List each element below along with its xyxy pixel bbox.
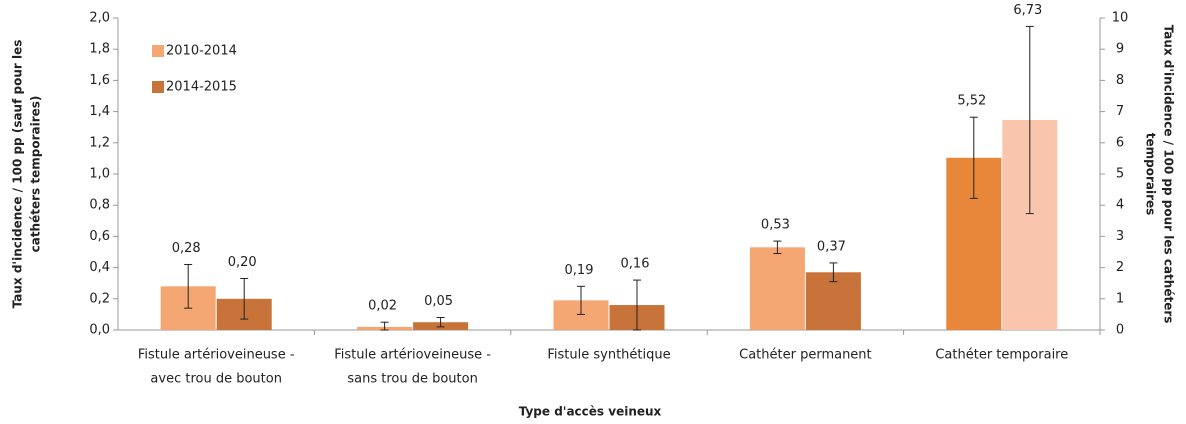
x-tick-label: avec trou de bouton [150,372,282,387]
x-tick-label: Cathéter temporaire [935,348,1068,363]
x-tick-label: Fistule artérioveineuse - [138,348,295,363]
y-tick-label: 0,6 [89,229,110,244]
data-label: 0,05 [424,294,453,309]
y-axis-title-line: cathéters temporaires) [29,96,43,253]
y-tick-label: 1,0 [89,167,110,182]
y2-tick-label: 6 [1116,135,1124,150]
data-label: 0,02 [368,299,397,314]
y2-tick-label: 1 [1116,291,1124,306]
data-label: 6,73 [1013,3,1042,18]
y-tick-label: 2,0 [89,11,110,26]
data-label: 0,53 [761,218,790,233]
y-tick-label: 0,8 [89,198,110,213]
y2-axis-title: Taux d'incidence / 100 pp pour les cathé… [1144,25,1176,324]
y-tick-label: 0,2 [89,291,110,306]
y2-tick-label: 3 [1116,229,1124,244]
y-axis-title: Taux d'incidence / 100 pp (sauf pour les… [11,40,43,309]
legend-swatch [152,81,164,93]
data-label: 5,52 [957,94,986,109]
y-tick-label: 0,4 [89,260,110,275]
y2-tick-label: 10 [1112,11,1129,26]
data-label: 0,37 [817,239,846,254]
data-label: 0,16 [621,257,650,272]
y2-tick-label: 4 [1116,198,1124,213]
bar [749,247,805,330]
y2-tick-label: 0 [1116,323,1124,338]
legend-swatch [152,45,164,57]
legend-label: 2014-2015 [166,80,237,95]
data-label: 0,20 [228,255,257,270]
y2-tick-label: 9 [1116,42,1124,57]
y-tick-label: 0,0 [89,323,110,338]
y2-axis-title-line: temporaires [1144,133,1158,216]
data-label: 0,19 [565,263,594,278]
y2-tick-label: 5 [1116,167,1124,182]
x-tick-label: Fistule artérioveineuse - [334,348,491,363]
x-tick-label: Cathéter permanent [739,348,872,363]
y-axis-title-line: Taux d'incidence / 100 pp (sauf pour les [11,40,25,309]
x-tick-label: sans trou de bouton [347,372,477,387]
y2-tick-label: 8 [1116,73,1124,88]
y-tick-label: 1,2 [89,135,110,150]
legend-label: 2010-2014 [166,44,237,59]
y-tick-label: 1,4 [89,104,110,119]
y-tick-label: 1,8 [89,42,110,57]
x-tick-label: Fistule synthétique [547,348,670,363]
data-label: 0,28 [172,241,201,256]
x-axis-title: Type d'accès veineux [519,405,662,419]
y-tick-label: 1,6 [89,73,110,88]
y2-tick-label: 7 [1116,104,1124,119]
y2-axis-title-line: Taux d'incidence / 100 pp pour les cathé… [1162,25,1176,324]
y2-tick-label: 2 [1116,260,1124,275]
